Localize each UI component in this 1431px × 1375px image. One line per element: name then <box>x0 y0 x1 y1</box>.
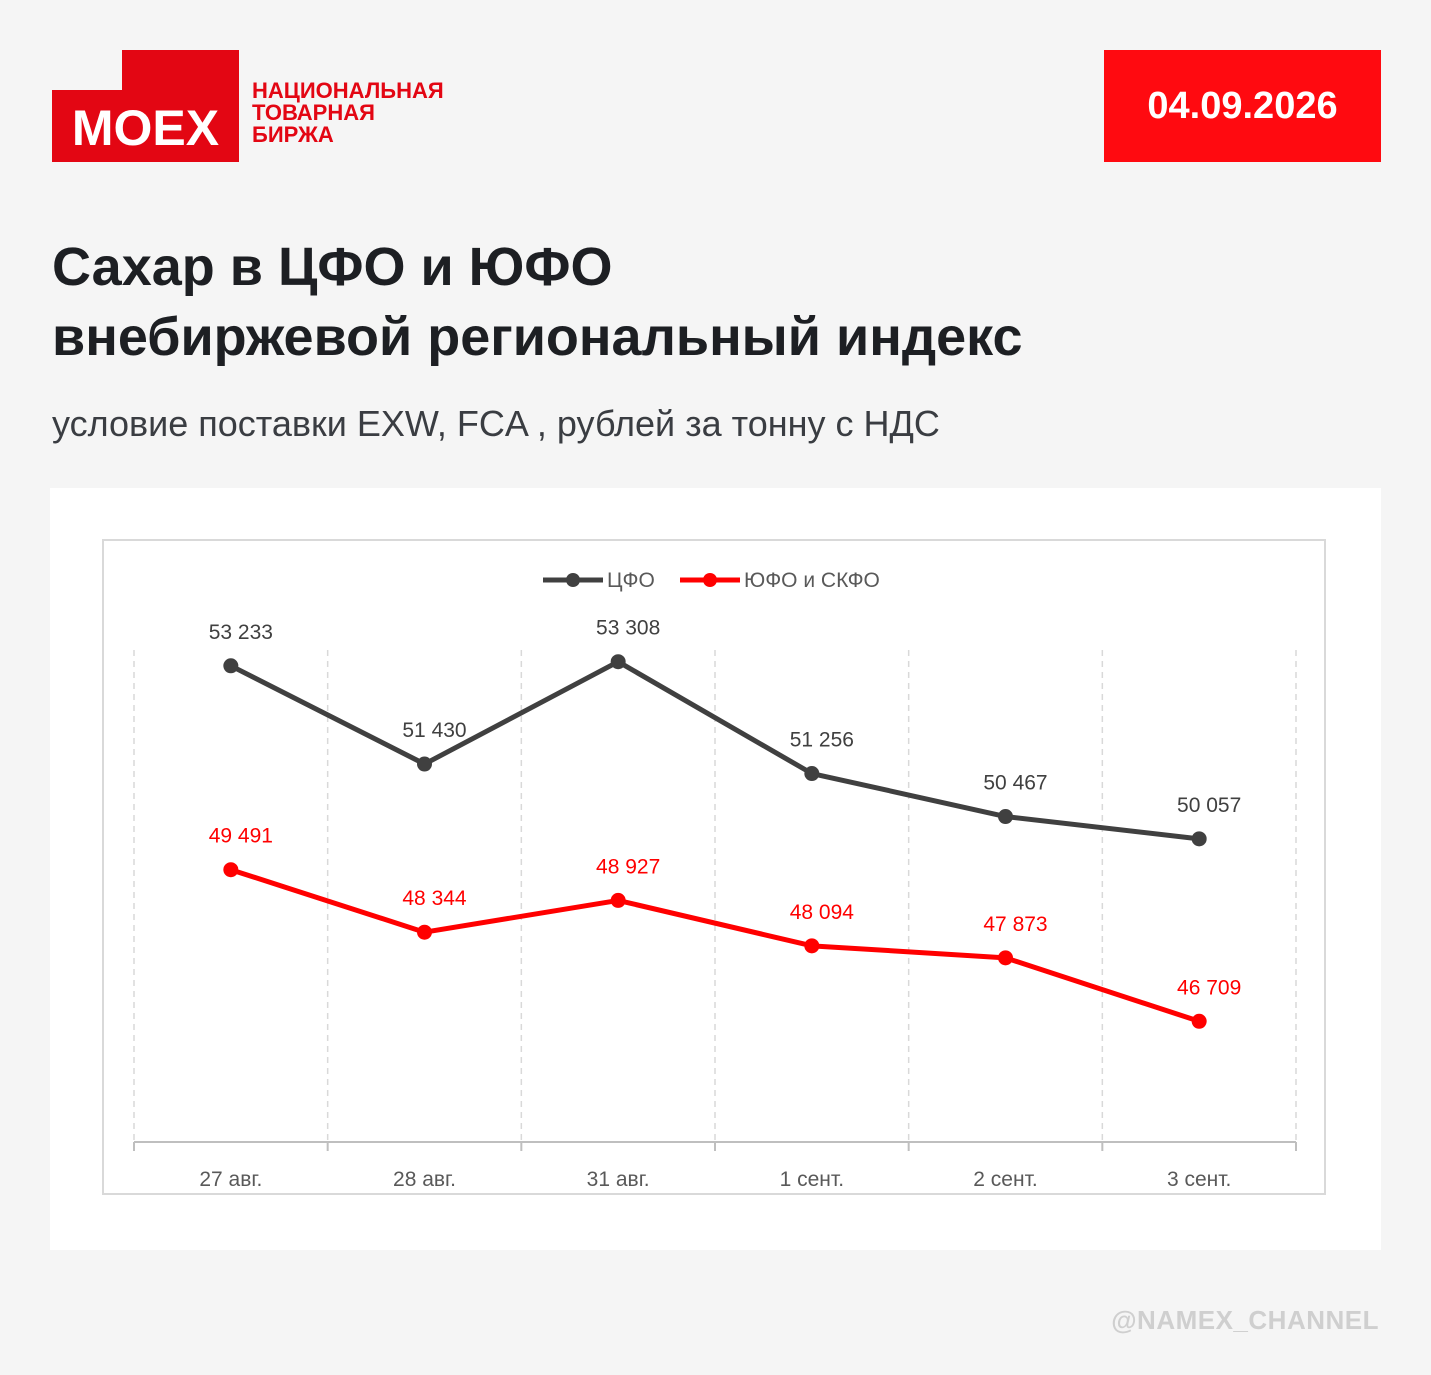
data-label: 48 927 <box>596 855 660 878</box>
series-line <box>229 659 1200 842</box>
data-point <box>223 862 239 878</box>
data-point <box>998 950 1013 966</box>
data-point <box>417 924 432 940</box>
x-tick-label: 28 авг. <box>393 1168 456 1191</box>
logo-subtitle-line: НАЦИОНАЛЬНАЯ <box>252 78 444 103</box>
data-point <box>804 766 820 782</box>
logo-subtitle-line: ТОВАРНАЯ <box>252 100 375 125</box>
data-point <box>1191 1013 1207 1029</box>
date-badge: 04.09.2026 <box>1104 50 1381 162</box>
data-label: 53 308 <box>596 617 660 640</box>
data-label: 53 233 <box>209 621 273 644</box>
line-chart: 27 авг. 28 авг. 31 авг. 1 сент. 2 сент. 3 сен… <box>133 569 1297 1191</box>
x-tick-label: 27 авг. <box>199 1168 262 1191</box>
chart-frame <box>102 539 1326 1195</box>
data-point <box>804 938 820 954</box>
moex-logo-mark: MOEX <box>52 50 239 162</box>
logo-subtitle-line: БИРЖА <box>252 122 334 147</box>
x-tick-label: 31 авг. <box>587 1168 650 1191</box>
data-label: 47 873 <box>983 913 1047 936</box>
data-point <box>223 658 239 674</box>
data-label: 51 430 <box>402 719 466 742</box>
title-line: внебиржевой региональный индекс <box>52 307 1023 367</box>
legend-label: ЮФО и СКФО <box>744 569 880 592</box>
data-point <box>998 809 1013 825</box>
logo-word: MOEX <box>71 100 220 156</box>
logo-subtitle: НАЦИОНАЛЬНАЯ ТОВАРНАЯ БИРЖА <box>252 80 444 146</box>
series-line <box>230 867 1200 1024</box>
legend-label: ЦФО <box>607 569 655 592</box>
legend-marker <box>566 573 580 587</box>
data-label: 50 467 <box>983 772 1047 795</box>
data-label: 51 256 <box>790 729 854 752</box>
chart-card: 27 авг. 28 авг. 31 авг. 1 сент. 2 сент. 3 сен… <box>50 488 1381 1250</box>
moex-logo: MOEX НАЦИОНАЛЬНАЯ ТОВАРНАЯ БИРЖА <box>52 50 482 162</box>
x-tick-label: 3 сент. <box>1167 1168 1231 1191</box>
title-line: Сахар в ЦФО и ЮФО <box>52 237 613 297</box>
data-point <box>610 892 626 908</box>
legend-marker <box>703 573 717 587</box>
x-tick-label: 1 сент. <box>780 1168 844 1191</box>
data-label: 46 709 <box>1177 976 1241 999</box>
data-label: 48 344 <box>402 887 467 910</box>
data-point <box>1191 831 1207 847</box>
channel-handle: @NAMEX_CHANNEL <box>1111 1305 1379 1335</box>
data-point <box>417 756 432 772</box>
data-label: 50 057 <box>1177 794 1241 817</box>
data-label: 48 094 <box>790 901 855 924</box>
page-subtitle: условие поставки EXW, FCA , рублей за то… <box>52 403 940 444</box>
x-tick-label: 2 сент. <box>973 1168 1037 1191</box>
page-title: Сахар в ЦФО и ЮФО внебиржевой региональн… <box>52 232 1022 372</box>
data-label: 49 491 <box>209 825 273 848</box>
data-point <box>610 654 626 670</box>
